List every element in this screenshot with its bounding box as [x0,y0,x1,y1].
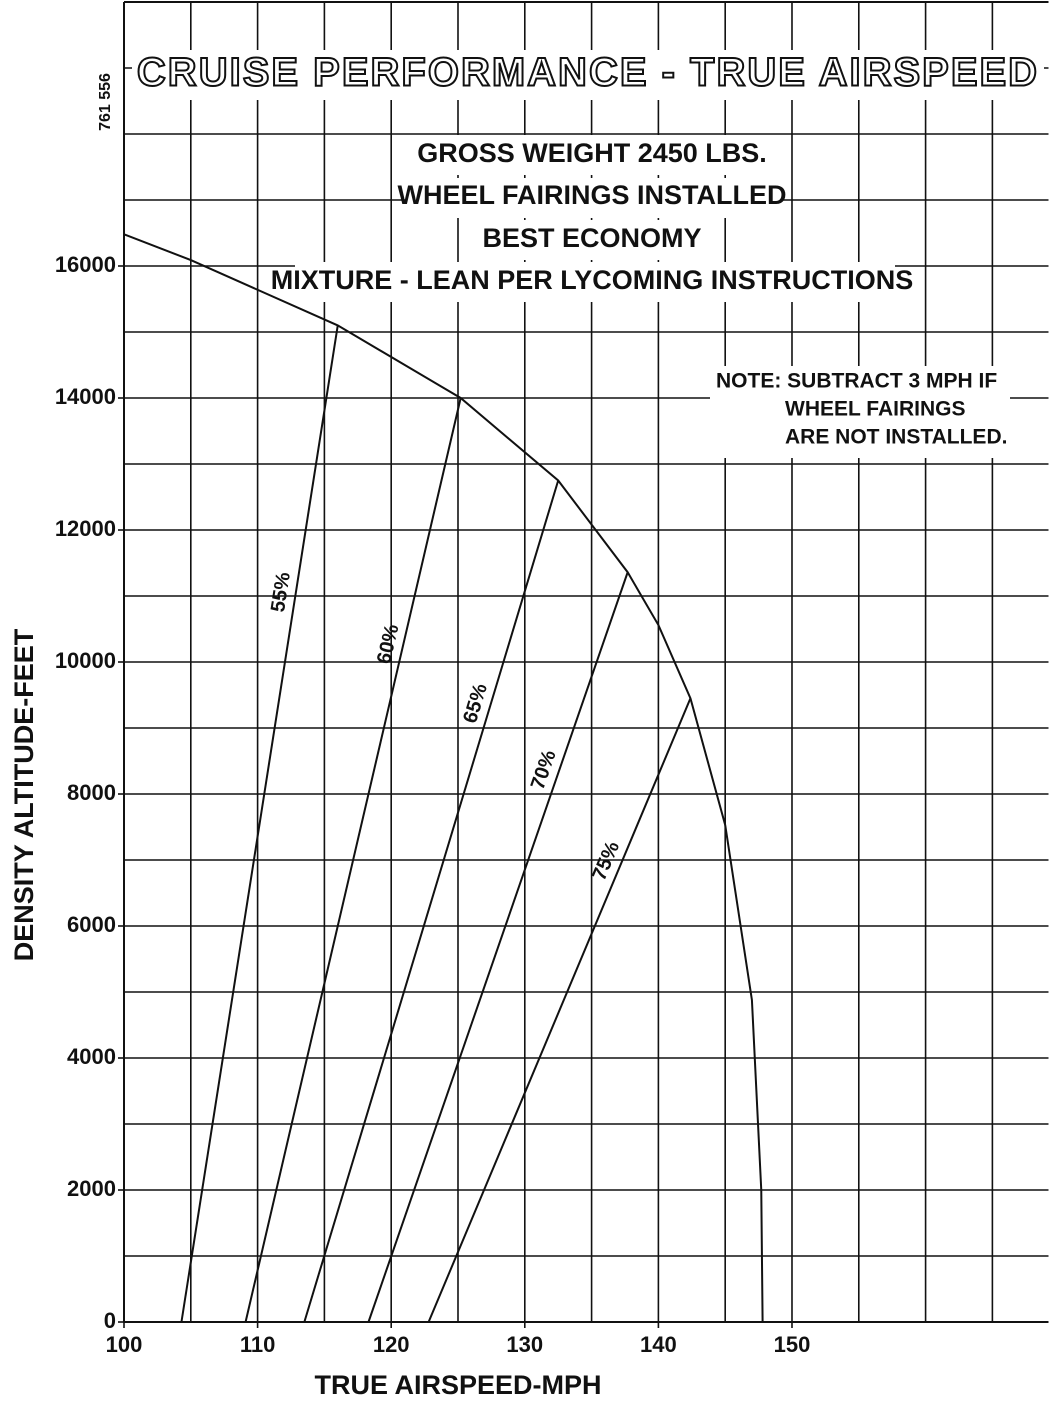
note: WHEEL FAIRINGS [785,398,965,421]
condition: MIXTURE - LEAN PER LYCOMING INSTRUCTIONS [271,265,914,295]
y-tick-label: 16000 [55,252,116,277]
data-line [367,571,629,1323]
data-line [303,480,560,1323]
cond-backing [295,262,895,302]
condition: GROSS WEIGHT 2450 LBS. [417,138,767,168]
y-axis-label: DENSITY ALTITUDE-FEET [9,628,39,961]
data-line [244,397,462,1323]
y-tick-label: 8000 [67,780,116,805]
x-tick-label: 100 [106,1332,143,1357]
title-backing [132,50,1044,100]
y-tick-label: 2000 [67,1176,116,1201]
lines [123,233,764,1323]
condition: BEST ECONOMY [482,223,701,253]
y-tick-label: 14000 [55,384,116,409]
note: NOTE: SUBTRACT 3 MPH IF [716,370,997,393]
data-line [180,325,339,1323]
note: ARE NOT INSTALLED. [785,426,1007,449]
y-tick-label: 0 [104,1308,116,1333]
y-tick-label: 10000 [55,648,116,673]
note-backing [710,366,1010,458]
y-tick-label: 6000 [67,912,116,937]
cond-backing [410,135,775,175]
chart-title: CRUISE PERFORMANCE - TRUE AIRSPEED [137,51,1039,95]
x-tick-label: 130 [506,1332,543,1357]
x-axis-label: TRUE AIRSPEED-MPH [314,1370,601,1400]
side-code: 761 556 [97,73,114,131]
cond-backing [405,178,780,218]
y-tick-label: 12000 [55,516,116,541]
data-line [427,697,692,1323]
x-tick-label: 150 [774,1332,811,1357]
cond-backing [490,220,690,260]
x-tick-label: 110 [240,1332,276,1357]
condition: WHEEL FAIRINGS INSTALLED [397,180,786,210]
x-tick-label: 120 [373,1332,410,1357]
grid [118,1,1049,1328]
y-tick-label: 4000 [67,1044,116,1069]
x-tick-label: 140 [640,1332,677,1357]
data-line [123,233,764,1323]
